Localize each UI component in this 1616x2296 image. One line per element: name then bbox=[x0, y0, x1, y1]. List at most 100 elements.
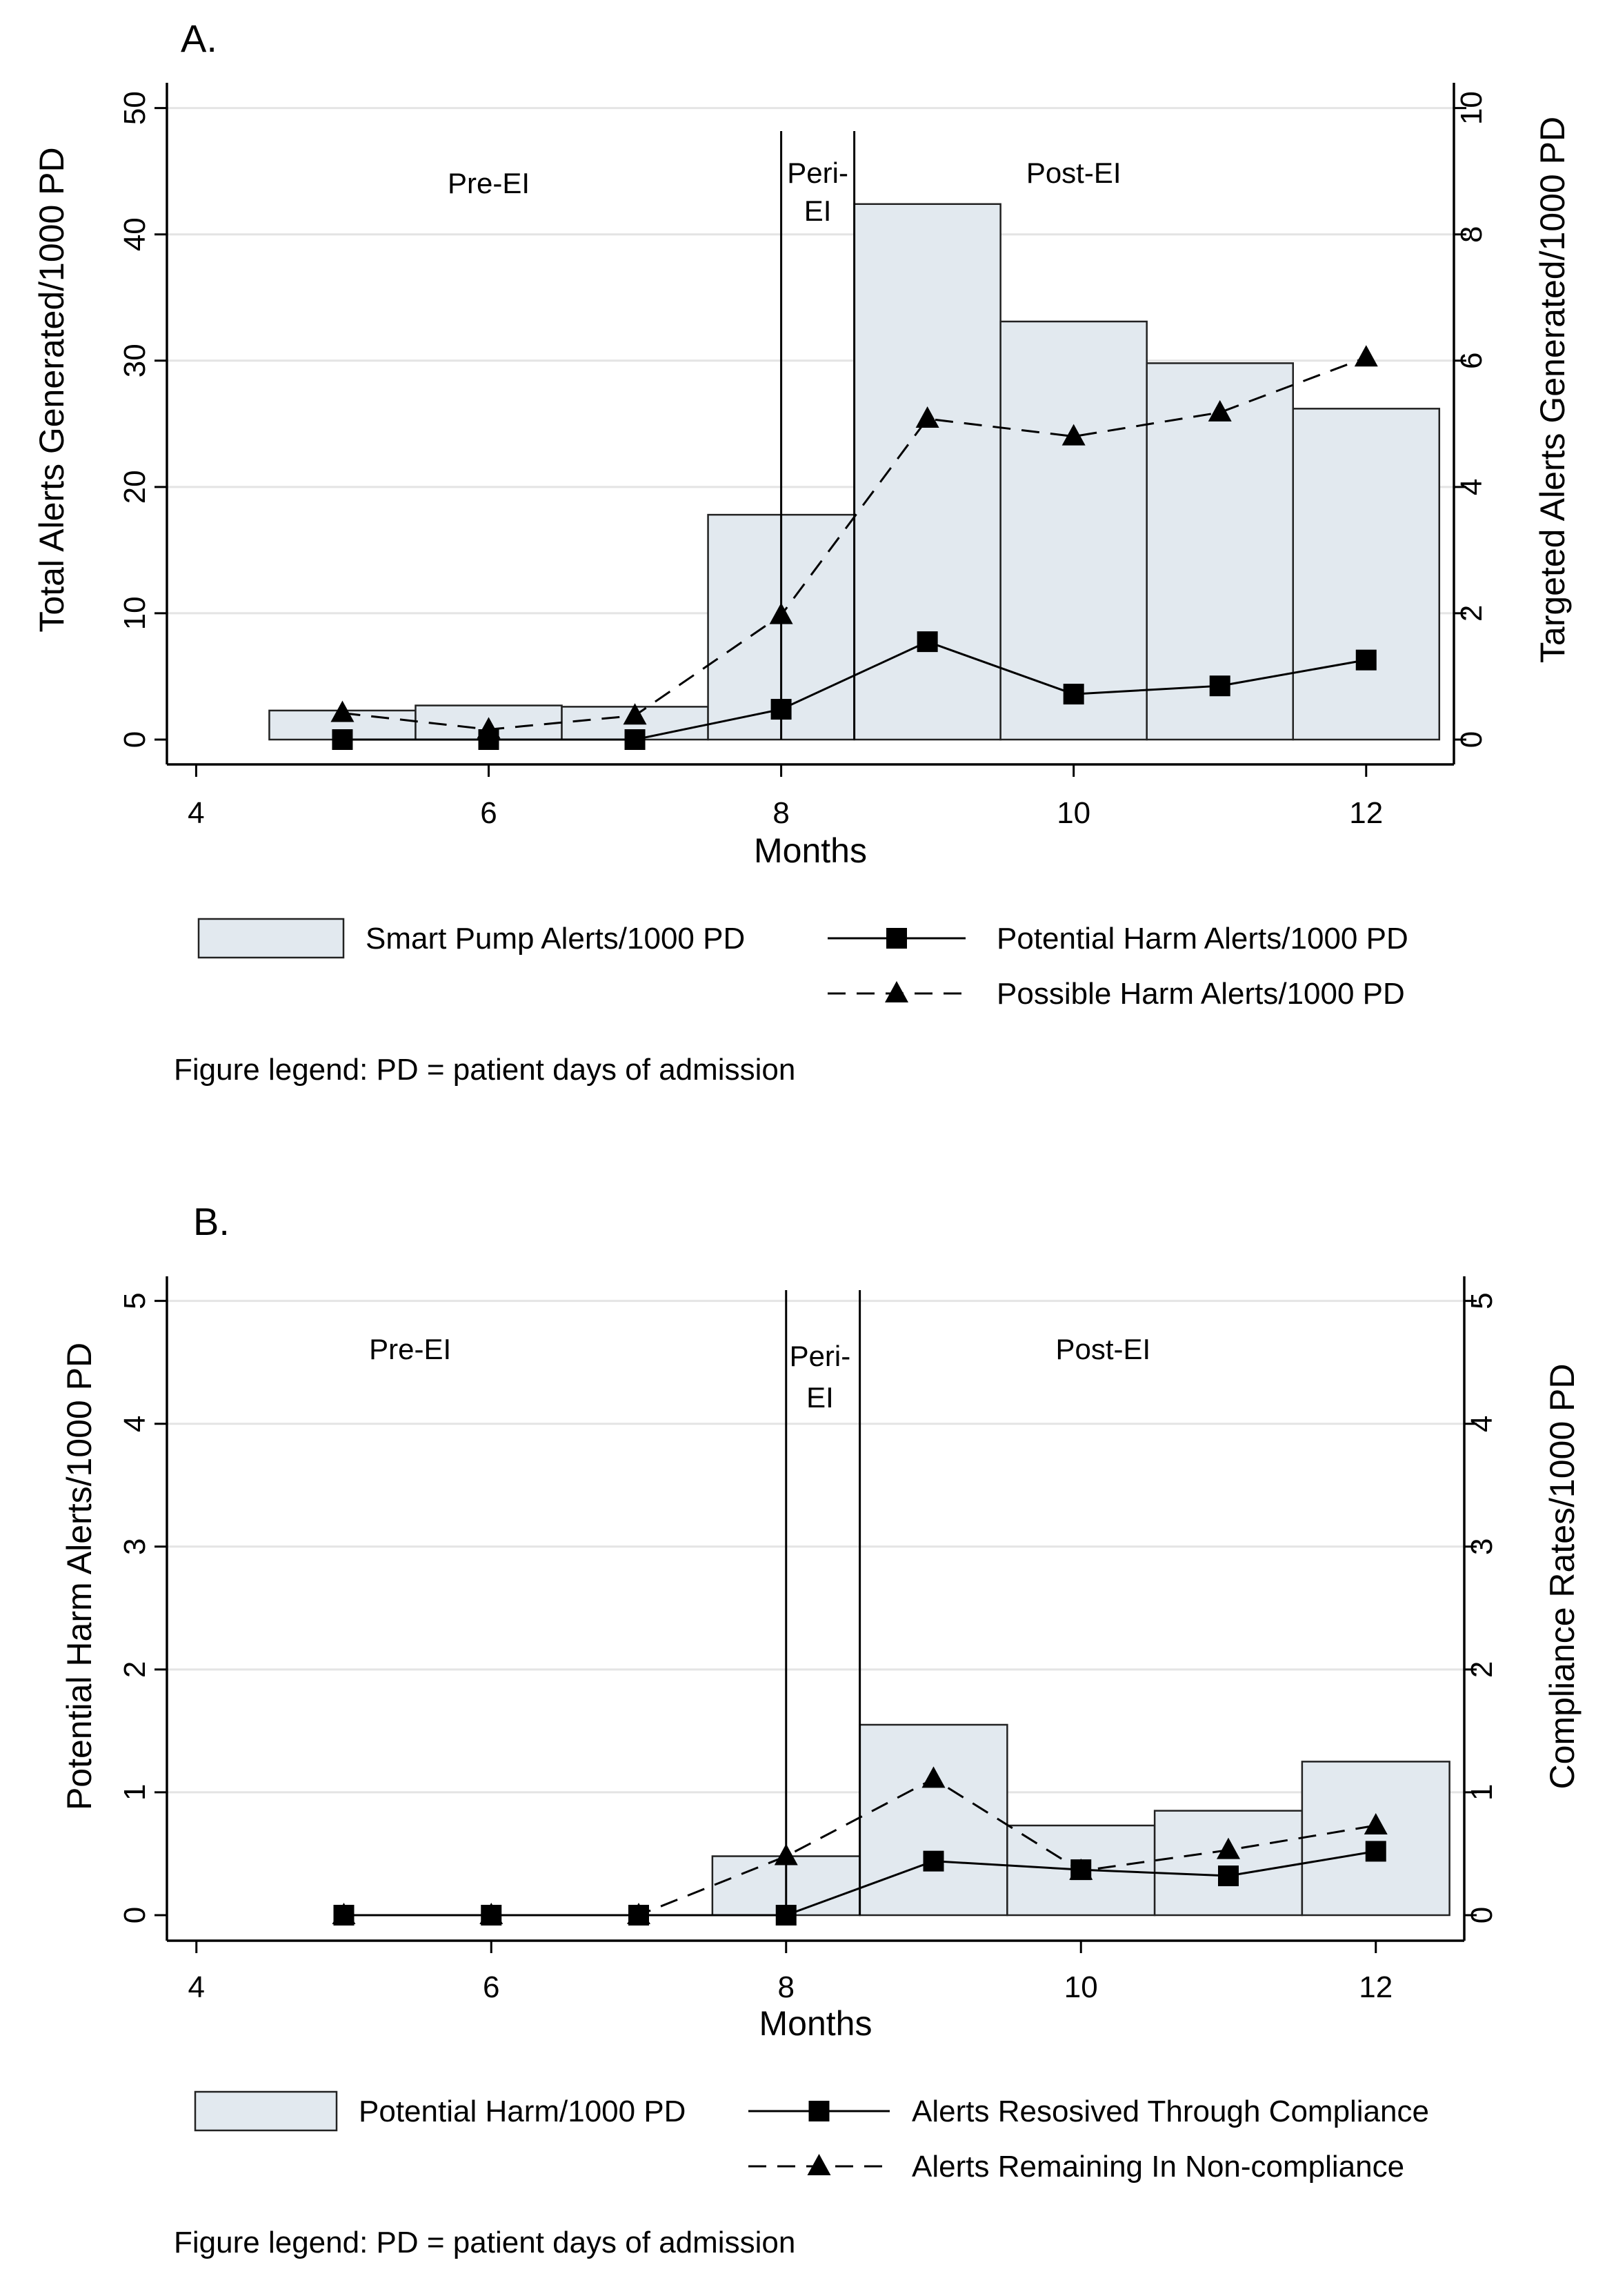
series-point-triangle bbox=[332, 1903, 356, 1924]
series-point-triangle bbox=[769, 602, 793, 624]
y-tick-label-right: 2 bbox=[1465, 1661, 1499, 1678]
phase-label: Post-EI bbox=[1026, 157, 1121, 189]
series-point-square bbox=[923, 1850, 944, 1872]
series-point-triangle bbox=[1217, 1837, 1240, 1859]
legend-marker-triangle bbox=[885, 981, 908, 1002]
x-tick-label: 4 bbox=[188, 796, 204, 830]
panel-b-series bbox=[332, 1766, 1388, 1926]
y-axis-title-left: Total Alerts Generated/1000 PD bbox=[32, 147, 71, 632]
series-point-square bbox=[1355, 649, 1377, 671]
phase-label-line2: EI bbox=[804, 195, 832, 227]
series-point-triangle bbox=[623, 703, 647, 725]
phase-label: Pre-EI bbox=[448, 167, 530, 199]
y-tick-label-right: 10 bbox=[1455, 91, 1488, 125]
series-point-triangle bbox=[1061, 424, 1086, 446]
y-tick-label-left: 1 bbox=[118, 1784, 152, 1801]
series-point-triangle bbox=[1364, 1813, 1388, 1835]
panel-a-axes: 0 10 20 30 40 50 0 2 4 6 8 10 4 6 8 10 12 Months Total Ale… bbox=[32, 83, 1572, 870]
series-point-triangle bbox=[477, 717, 501, 739]
x-tick-label: 6 bbox=[483, 1970, 499, 2004]
legend-series-label: Alerts Remaining In Non-compliance bbox=[912, 2150, 1404, 2184]
panel-b-footnote: Figure legend: PD = patient days of admi… bbox=[174, 2226, 795, 2259]
y-axis-title-left: Potential Harm Alerts/1000 PD bbox=[60, 1343, 99, 1810]
bar-9 bbox=[859, 1723, 1008, 1917]
series-point-square bbox=[917, 631, 938, 653]
bar-11 bbox=[1153, 1810, 1304, 1917]
series-point-triangle bbox=[330, 700, 355, 722]
series-point-square bbox=[770, 699, 792, 720]
y-tick-label-right: 8 bbox=[1455, 226, 1488, 242]
panel-a-phase-labels: Pre-EI Peri- EI Post-EI bbox=[448, 157, 1121, 227]
x-axis-title: Months bbox=[759, 2004, 872, 2043]
series-line-square bbox=[342, 640, 1367, 741]
legend-series-label: Possible Harm Alerts/1000 PD bbox=[997, 977, 1405, 1011]
y-tick-label-right: 0 bbox=[1455, 731, 1488, 748]
y-tick-label-right: 2 bbox=[1455, 605, 1488, 622]
series-line-square bbox=[343, 1850, 1376, 1917]
y-tick-label-right: 3 bbox=[1465, 1538, 1499, 1555]
legend-bar-swatch bbox=[197, 918, 345, 959]
y-tick-label-left: 40 bbox=[118, 217, 152, 251]
bar-12 bbox=[1292, 408, 1441, 741]
series-line-triangle bbox=[342, 356, 1367, 731]
panel-b-phase-labels: Pre-EI Peri- EI Post-EI bbox=[369, 1333, 1150, 1414]
panel-b-gridlines bbox=[167, 1300, 1464, 1794]
y-tick-label-right: 5 bbox=[1465, 1292, 1499, 1309]
series-point-triangle bbox=[915, 406, 939, 428]
y-tick-label-right: 0 bbox=[1465, 1907, 1499, 1923]
x-tick-label: 10 bbox=[1064, 1970, 1098, 2004]
panel-a-chart: A. Pre-EI Peri- EI Post-EI 0 10 20 30 40 50 0 2 4 6 8… bbox=[32, 17, 1572, 1087]
y-tick-label-left: 2 bbox=[118, 1661, 152, 1678]
panel-b-legend: Potential Harm/1000 PD Alerts Resosived T… bbox=[194, 2090, 1429, 2184]
phase-label: Post-EI bbox=[1055, 1333, 1150, 1365]
series-point-square bbox=[624, 729, 646, 750]
y-tick-label-right: 4 bbox=[1465, 1415, 1499, 1432]
y-tick-label-left: 10 bbox=[118, 596, 152, 630]
panel-a-series bbox=[330, 345, 1378, 750]
y-tick-label-left: 0 bbox=[118, 1907, 152, 1923]
series-point-square bbox=[775, 1905, 797, 1926]
y-tick-label-right: 4 bbox=[1455, 479, 1488, 495]
legend-marker-square bbox=[886, 928, 907, 949]
x-axis-title: Months bbox=[754, 831, 867, 870]
y-tick-label-left: 50 bbox=[118, 91, 152, 125]
series-point-square bbox=[1365, 1841, 1386, 1862]
series-line-triangle bbox=[343, 1777, 1376, 1917]
series-point-square bbox=[332, 729, 353, 750]
x-tick-label: 12 bbox=[1359, 1970, 1393, 2004]
panel-b-phase-dividers bbox=[785, 1290, 861, 1915]
y-axis-title-right: Compliance Rates/1000 PD bbox=[1543, 1364, 1582, 1790]
series-point-triangle bbox=[1208, 399, 1232, 422]
y-tick-label-right: 6 bbox=[1455, 353, 1488, 369]
series-point-triangle bbox=[479, 1903, 503, 1924]
y-tick-label-left: 30 bbox=[118, 344, 152, 377]
x-tick-label: 10 bbox=[1057, 796, 1090, 830]
y-tick-label-left: 3 bbox=[118, 1538, 152, 1555]
phase-label-line2: EI bbox=[806, 1381, 834, 1414]
panel-a-label: A. bbox=[181, 17, 217, 60]
legend-bar-label: Potential Harm/1000 PD bbox=[359, 2095, 686, 2128]
bar-12 bbox=[1301, 1761, 1450, 1917]
y-tick-label-right: 1 bbox=[1465, 1784, 1499, 1801]
legend-bar-label: Smart Pump Alerts/1000 PD bbox=[366, 922, 745, 956]
legend-series-label: Alerts Resosived Through Compliance bbox=[912, 2095, 1429, 2128]
y-tick-label-left: 5 bbox=[118, 1292, 152, 1309]
x-tick-label: 8 bbox=[772, 796, 789, 830]
x-tick-label: 12 bbox=[1349, 796, 1383, 830]
series-point-triangle bbox=[627, 1903, 650, 1924]
y-tick-label-left: 4 bbox=[118, 1415, 152, 1432]
panel-a-footnote: Figure legend: PD = patient days of admi… bbox=[174, 1053, 795, 1087]
phase-label: Peri- bbox=[790, 1340, 851, 1372]
bar-10 bbox=[999, 320, 1148, 741]
legend-marker-triangle bbox=[807, 2154, 831, 2175]
legend-series-label: Potential Harm Alerts/1000 PD bbox=[997, 922, 1408, 956]
panel-a-legend: Smart Pump Alerts/1000 PD Potential Harm … bbox=[197, 918, 1408, 1011]
series-point-triangle bbox=[774, 1843, 798, 1866]
series-point-square bbox=[1209, 675, 1230, 697]
series-point-square bbox=[1063, 684, 1084, 705]
legend-marker-square bbox=[808, 2101, 830, 2121]
panel-b-label: B. bbox=[193, 1200, 230, 1243]
x-tick-label: 6 bbox=[480, 796, 497, 830]
